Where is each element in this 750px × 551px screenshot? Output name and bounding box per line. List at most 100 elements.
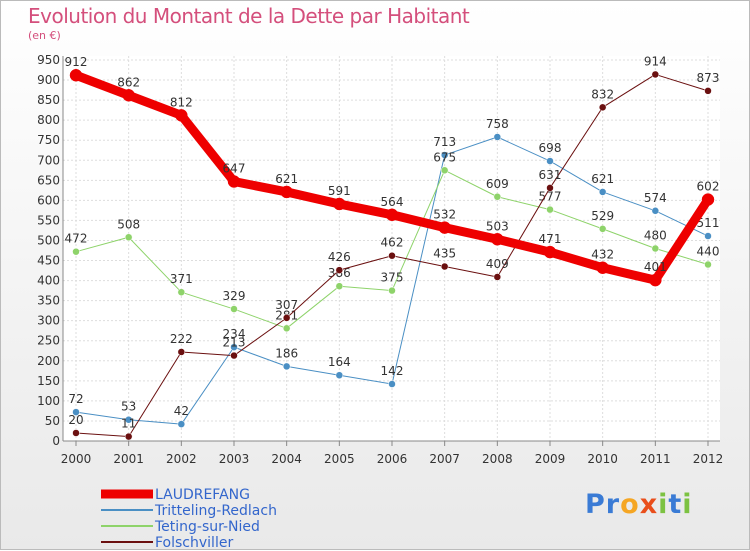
x-tick-label: 2000	[61, 452, 92, 466]
data-point	[493, 193, 502, 201]
y-tick-label: 350	[37, 294, 60, 308]
data-point	[230, 343, 238, 351]
legend-label: Folschviller	[155, 535, 233, 551]
data-label: 234	[223, 327, 246, 341]
x-tick-label: 2008	[482, 452, 513, 466]
logo-letter: P	[585, 489, 606, 520]
data-point	[546, 184, 554, 192]
data-point	[282, 314, 291, 322]
data-label: 647	[223, 162, 246, 176]
y-tick-label: 750	[37, 133, 60, 147]
y-tick-label: 200	[37, 354, 60, 368]
chart-title: Evolution du Montant de la Dette par Hab…	[28, 4, 470, 28]
data-label: 371	[170, 272, 193, 286]
proxiti-logo: Proxiti	[585, 489, 693, 520]
data-label: 602	[697, 180, 720, 194]
data-point	[335, 282, 344, 290]
data-label: 591	[328, 184, 351, 198]
data-point	[177, 288, 186, 296]
data-point	[440, 151, 449, 159]
data-point	[493, 133, 502, 141]
data-point	[704, 232, 712, 240]
legend-label: Teting-sur-Nied	[154, 519, 260, 535]
data-point	[651, 244, 660, 253]
data-label: 698	[539, 141, 562, 155]
data-label: 862	[117, 75, 140, 89]
data-point	[280, 185, 293, 199]
data-point	[69, 68, 83, 82]
data-label: 873	[697, 71, 720, 85]
data-point	[227, 175, 241, 188]
data-label: 675	[433, 150, 456, 164]
data-point	[177, 420, 186, 428]
data-label: 409	[486, 257, 509, 271]
data-label: 426	[328, 250, 351, 264]
data-label: 564	[381, 195, 404, 209]
y-tick-label: 900	[37, 73, 60, 87]
y-tick-label: 150	[37, 374, 60, 388]
data-point	[651, 70, 660, 79]
data-label: 440	[697, 245, 720, 259]
y-tick-label: 800	[37, 113, 60, 127]
data-point	[440, 262, 449, 271]
y-tick-label: 250	[37, 334, 60, 348]
data-point	[596, 261, 609, 274]
data-point	[72, 429, 80, 437]
data-point	[704, 87, 712, 95]
data-point	[440, 166, 449, 175]
data-point	[388, 286, 396, 295]
data-label: 142	[381, 364, 404, 378]
data-point	[72, 408, 80, 416]
data-label: 11	[121, 417, 136, 431]
data-label: 462	[381, 236, 404, 250]
data-label: 20	[68, 413, 83, 427]
data-label: 508	[117, 217, 140, 231]
data-label: 532	[433, 208, 456, 222]
data-label: 912	[65, 55, 88, 69]
data-point	[282, 324, 291, 333]
data-point	[388, 380, 396, 388]
data-label: 329	[223, 289, 246, 303]
data-label: 511	[697, 216, 720, 230]
data-point	[333, 197, 346, 211]
data-label: 53	[121, 400, 136, 414]
data-point	[598, 225, 607, 233]
data-label: 812	[170, 95, 193, 109]
y-tick-label: 450	[37, 254, 60, 268]
data-point	[122, 89, 135, 102]
data-label: 621	[591, 172, 614, 186]
series-tritteling-redlach: 72 53 42 234 186 164 142 713 758 698 621 574 511	[68, 117, 719, 428]
legend-label: Tritteling-Redlach	[154, 503, 277, 519]
x-tick-label: 2011	[640, 452, 671, 466]
series-folschviller: 20 11 222 213 307 426 462 435 409 631 832 914 873	[68, 54, 720, 441]
data-point	[543, 245, 557, 259]
data-point	[72, 247, 80, 256]
data-point	[491, 233, 504, 246]
data-point	[704, 260, 712, 269]
logo-letter: o	[620, 489, 640, 520]
data-label: 471	[539, 232, 562, 246]
y-tick-label: 550	[37, 213, 60, 227]
data-label: 621	[275, 172, 298, 186]
data-label: 480	[644, 228, 667, 242]
data-point	[493, 273, 502, 281]
data-point	[175, 109, 188, 122]
logo-letter: i	[658, 489, 669, 520]
y-tick-label: 950	[37, 53, 60, 67]
x-tick-label: 2012	[693, 452, 724, 466]
data-label: 609	[486, 177, 509, 191]
data-label: 577	[539, 190, 562, 204]
data-label: 758	[486, 117, 509, 131]
data-point	[124, 432, 133, 441]
data-point	[124, 233, 133, 242]
logo-letter: t	[668, 489, 683, 520]
data-point	[388, 251, 396, 260]
logo-letter: r	[605, 489, 621, 520]
x-tick-label: 2005	[324, 452, 355, 466]
data-label: 222	[170, 332, 193, 346]
data-point	[546, 157, 554, 165]
x-tick-label: 2006	[377, 452, 408, 466]
x-tick-label: 2002	[166, 452, 197, 466]
